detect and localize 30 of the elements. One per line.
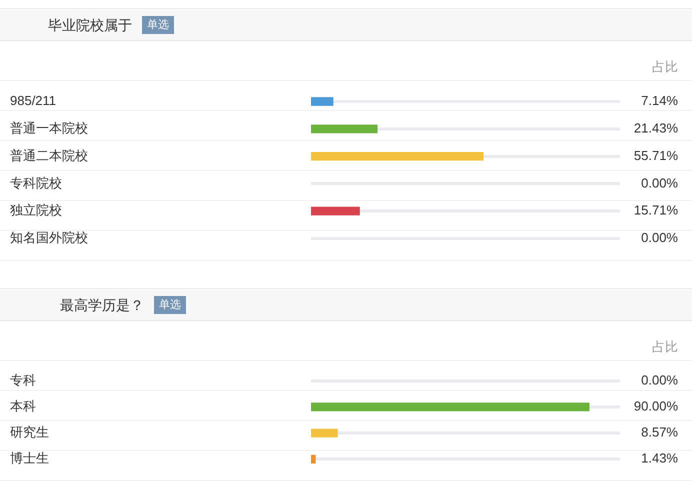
y-tick-label: 研究生 (10, 424, 49, 440)
y-tick-label: 博士生 (10, 450, 49, 466)
data-label: 0.00% (641, 372, 678, 388)
data-label: 0.00% (641, 175, 678, 190)
data-label: 15.71% (634, 202, 678, 218)
bar (311, 124, 378, 134)
data-label: 0.00% (641, 230, 678, 246)
y-tick-label: 独立院校 (10, 202, 62, 218)
data-label: 55.71% (634, 148, 678, 163)
y-tick-label: 普通一本院校 (10, 120, 88, 136)
text: 单选 (154, 296, 186, 314)
data-label: 21.43% (634, 120, 678, 136)
text: 占比 (652, 58, 678, 76)
text: 最高学历是？ (60, 296, 144, 314)
bar (311, 206, 360, 216)
bar (311, 97, 334, 106)
data-label: 90.00% (634, 398, 678, 414)
text: 占比 (652, 338, 678, 356)
data-label: 8.57% (641, 424, 678, 440)
text: 毕业院校属于 (48, 16, 132, 34)
data-label: 1.43% (641, 450, 678, 466)
text: 单选 (142, 16, 174, 34)
y-tick-label: 985/211 (10, 93, 56, 108)
y-tick-label: 知名国外院校 (10, 230, 88, 246)
data-label: 7.14% (641, 93, 678, 108)
bar (311, 152, 484, 161)
y-tick-label: 普通二本院校 (10, 148, 88, 163)
y-tick-label: 专科院校 (10, 175, 62, 190)
y-tick-label: 专科 (10, 372, 36, 388)
y-tick-label: 本科 (10, 398, 36, 414)
